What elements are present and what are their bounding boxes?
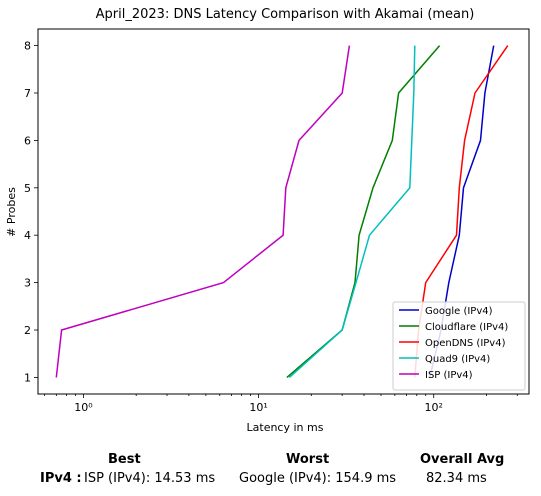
legend: Google (IPv4) Cloudflare (IPv4) OpenDNS (I… <box>392 301 526 391</box>
y-tick-label: 7 <box>24 87 31 100</box>
legend-label: Cloudflare (IPv4) <box>425 322 508 333</box>
series-line <box>288 45 416 378</box>
y-tick-label: 5 <box>24 182 31 195</box>
y-axis-label: # Probes <box>5 187 18 237</box>
x-tick-label: 10¹ <box>249 401 267 414</box>
best-header: Best <box>108 452 141 467</box>
series-line <box>55 45 351 378</box>
legend-label: ISP (IPv4) <box>425 370 473 381</box>
ipv4-row-label: IPv4 : <box>40 471 82 486</box>
x-tick-label: 10² <box>425 401 443 414</box>
y-tick-label: 6 <box>24 134 31 147</box>
worst-value: Google (IPv4): 154.9 ms <box>239 471 397 486</box>
x-axis-label: Latency in ms <box>247 421 324 434</box>
legend-label: Google (IPv4) <box>425 306 493 317</box>
y-tick-label: 4 <box>24 229 31 242</box>
y-tick-label: 2 <box>24 324 31 337</box>
legend-box <box>392 301 526 391</box>
worst-header: Worst <box>286 452 330 467</box>
legend-label: Quad9 (IPv4) <box>425 354 490 365</box>
overall-avg-header: Overall Avg <box>420 452 505 467</box>
chart: April_2023: DNS Latency Comparison with … <box>5 7 530 434</box>
y-tick-label: 8 <box>24 40 31 53</box>
chart-title: April_2023: DNS Latency Comparison with … <box>96 7 475 22</box>
y-tick-label: 1 <box>24 371 31 384</box>
plot-area <box>37 28 530 395</box>
x-axis: 10⁰ 10¹ 10² <box>44 394 518 414</box>
y-axis: 1 2 3 4 5 6 7 8 <box>24 40 38 384</box>
overall-avg-value: 82.34 ms <box>426 471 487 486</box>
y-tick-label: 3 <box>24 277 31 290</box>
legend-label: OpenDNS (IPv4) <box>425 338 506 349</box>
best-value: ISP (IPv4): 14.53 ms <box>84 471 216 486</box>
x-tick-label: 10⁰ <box>74 401 93 414</box>
